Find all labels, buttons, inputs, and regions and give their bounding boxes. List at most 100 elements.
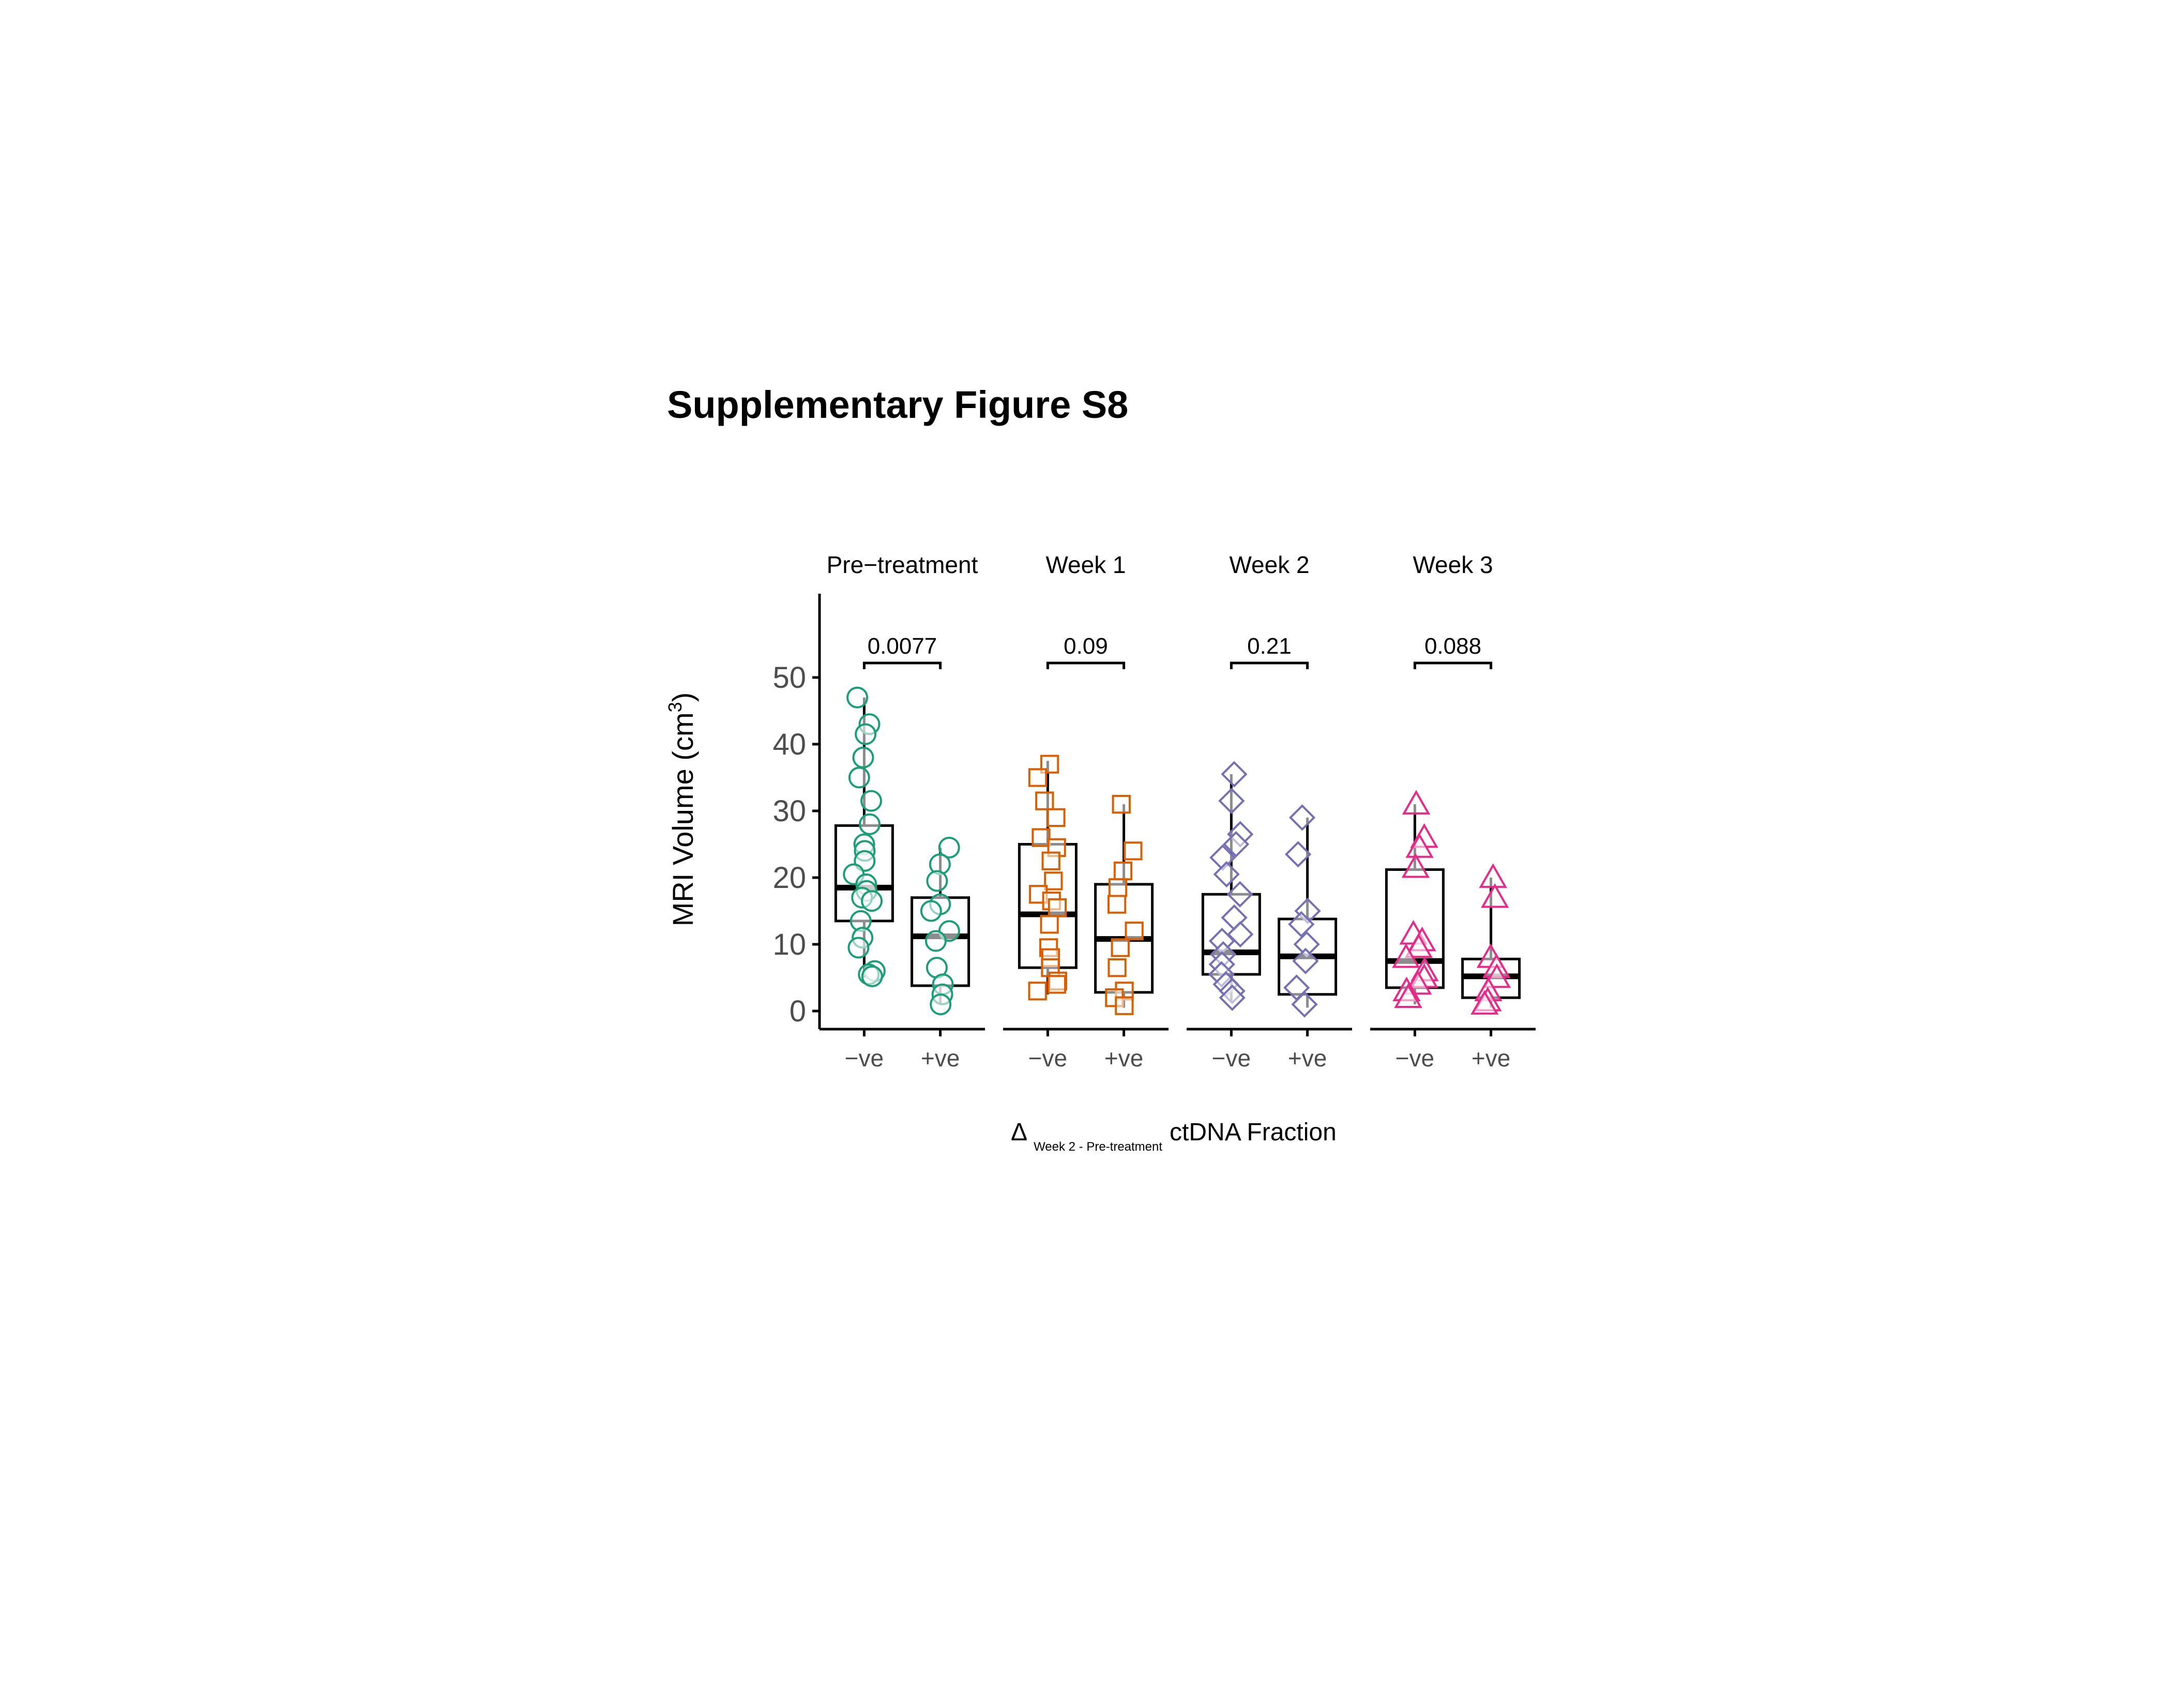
- data-point-triangle: [1479, 863, 1507, 888]
- x-axis-title-subscript: Week 2 - Pre-treatment: [1034, 1140, 1162, 1154]
- data-point-square: [1111, 938, 1130, 957]
- data-point-circle: [930, 993, 952, 1016]
- p-value-label: 0.21: [1247, 634, 1292, 659]
- data-point-diamond: [1288, 804, 1316, 831]
- box-group: +ve: [1278, 804, 1338, 1072]
- x-tick-label: +ve: [1104, 1045, 1143, 1072]
- data-point-square: [1035, 791, 1054, 810]
- box-group: −ve: [1385, 790, 1445, 1072]
- data-point-circle: [861, 890, 883, 912]
- data-point-diamond: [1222, 831, 1250, 858]
- x-tick-label: −ve: [1212, 1045, 1251, 1072]
- facet-label: Week 3: [1413, 551, 1493, 578]
- y-tick-label: 50: [772, 661, 806, 695]
- facet-label: Week 2: [1229, 551, 1309, 578]
- p-value-bracket: [1046, 661, 1126, 669]
- facet-panel-4: Week 3 0.088 −ve +ve: [1370, 551, 1536, 1072]
- data-point-diamond: [1292, 947, 1319, 974]
- y-tick-label: 40: [772, 728, 806, 761]
- data-point-circle: [938, 836, 960, 858]
- data-point-diamond: [1213, 861, 1240, 888]
- data-point-triangle: [1470, 990, 1499, 1015]
- data-point-square: [1047, 975, 1066, 994]
- box-group: +ve: [1094, 794, 1154, 1072]
- data-point-diamond: [1226, 881, 1253, 908]
- data-point-triangle: [1401, 853, 1430, 878]
- x-axis-title-delta: Δ: [1011, 1119, 1027, 1146]
- data-point-square: [1107, 895, 1127, 914]
- box-group: +ve: [911, 836, 970, 1072]
- data-point-diamond: [1219, 984, 1246, 1011]
- box-group: −ve: [1201, 761, 1261, 1072]
- data-point-circle: [920, 900, 942, 922]
- figure-title: Supplementary Figure S8: [667, 383, 1129, 426]
- y-tick-label: 0: [790, 994, 806, 1028]
- data-point-circle: [848, 766, 870, 789]
- x-axis-title: Δ Week 2 - Pre-treatment ctDNA Fraction: [1011, 1119, 1337, 1154]
- y-tick-label: 20: [772, 861, 806, 895]
- data-point-circle: [846, 686, 869, 709]
- y-tick-label: 30: [772, 794, 806, 828]
- box-group: −ve: [1018, 755, 1078, 1072]
- facet-panels: Pre−treatment 0.0077 −ve +ve Week 1 0.09 −ve +v…: [820, 551, 1536, 1072]
- data-point-triangle: [1404, 933, 1433, 958]
- data-point-square: [1124, 841, 1143, 861]
- data-point-square: [1040, 915, 1059, 934]
- data-point-circle: [924, 930, 947, 952]
- data-point-triangle: [1480, 883, 1509, 908]
- p-value-label: 0.09: [1064, 634, 1108, 659]
- data-point-square: [1041, 851, 1060, 870]
- axes-layer: 0 10 20 30 40 50: [772, 594, 821, 1029]
- data-point-circle: [855, 723, 877, 745]
- data-point-diamond: [1227, 921, 1254, 948]
- p-value-bracket: [1230, 661, 1309, 669]
- data-point-circle: [860, 790, 882, 812]
- y-axis-title-suffix: ): [666, 692, 699, 702]
- data-point-square: [1125, 922, 1144, 941]
- p-value-bracket: [1413, 661, 1493, 669]
- data-point-square: [1108, 878, 1128, 897]
- x-tick-label: −ve: [1028, 1045, 1067, 1072]
- box-group: +ve: [1461, 863, 1521, 1072]
- p-value-label: 0.0077: [868, 634, 937, 659]
- facet-panel-1: Pre−treatment 0.0077 −ve +ve: [820, 551, 985, 1072]
- data-point-triangle: [1405, 833, 1434, 858]
- data-point-circle: [852, 746, 874, 768]
- x-tick-label: −ve: [845, 1045, 884, 1072]
- data-point-square: [1113, 861, 1133, 881]
- y-axis-title: MRI Volume (cm3): [664, 692, 699, 927]
- y-axis-title-main: MRI Volume (cm: [666, 712, 699, 926]
- data-point-triangle: [1394, 983, 1422, 1008]
- data-point-circle: [859, 813, 881, 835]
- y-axis-title-superscript: 3: [664, 702, 686, 712]
- x-tick-label: +ve: [921, 1045, 960, 1072]
- data-point-square: [1044, 871, 1063, 891]
- facet-panel-2: Week 1 0.09 −ve +ve: [1003, 551, 1169, 1072]
- data-point-square: [1112, 794, 1131, 814]
- data-point-circle: [861, 965, 883, 987]
- x-tick-label: +ve: [1288, 1045, 1327, 1072]
- data-point-triangle: [1402, 790, 1431, 815]
- data-point-diamond: [1291, 991, 1318, 1018]
- facet-label: Pre−treatment: [827, 551, 978, 578]
- data-point-diamond: [1284, 841, 1312, 868]
- data-point-square: [1028, 982, 1047, 1001]
- x-tick-label: +ve: [1472, 1045, 1510, 1072]
- data-point-square: [1048, 898, 1067, 917]
- data-point-diamond: [1221, 761, 1248, 788]
- data-point-square: [1032, 828, 1051, 847]
- data-point-triangle: [1392, 943, 1420, 968]
- p-value-bracket: [862, 661, 942, 669]
- data-point-square: [1115, 996, 1134, 1015]
- facet-label: Week 1: [1045, 551, 1126, 578]
- box-group: −ve: [834, 686, 894, 1072]
- p-value-label: 0.088: [1424, 634, 1481, 659]
- x-tick-label: −ve: [1396, 1045, 1434, 1072]
- data-point-diamond: [1288, 911, 1315, 938]
- data-point-circle: [847, 937, 870, 959]
- data-point-diamond: [1218, 788, 1245, 815]
- data-point-square: [1046, 808, 1066, 827]
- y-tick-label: 10: [772, 928, 806, 961]
- x-axis-title-main: ctDNA Fraction: [1170, 1119, 1337, 1146]
